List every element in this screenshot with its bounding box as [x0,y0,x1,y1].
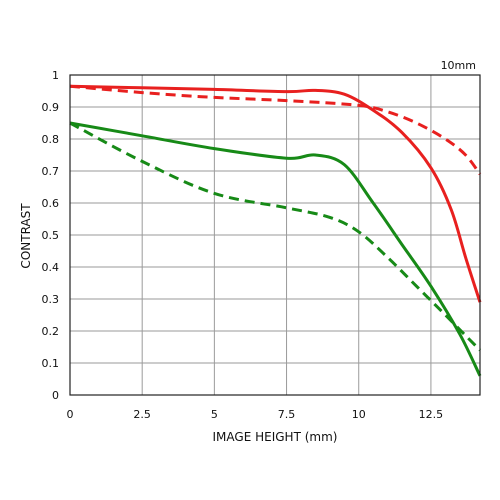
y-tick-label: 0.1 [42,357,60,370]
x-tick-labels: 0 2.5 5 7.5 10 12.5 [67,408,444,421]
y-tick-label: 0.9 [42,101,60,114]
x-tick-label: 5 [211,408,218,421]
y-tick-label: 0.7 [42,165,60,178]
series-line-red-dashed [69,84,482,176]
x-tick-label: 2.5 [133,408,151,421]
y-tick-label: 1 [52,69,59,82]
x-tick-label: 7.5 [278,408,296,421]
grid-lines [69,74,480,396]
y-tick-label: 0.4 [42,261,60,274]
series-lines [69,84,482,377]
series-line-green-solid [69,121,482,377]
y-tick-label: 0.5 [42,229,60,242]
y-tick-label: 0.8 [42,133,60,146]
y-axis-title: CONTRAST [19,203,33,269]
x-axis-title: IMAGE HEIGHT (mm) [213,430,338,444]
x-tick-label: 0 [67,408,74,421]
y-tick-label: 0.6 [42,197,60,210]
x-tick-label: 10 [352,408,366,421]
plot-frame [69,74,481,396]
y-tick-label: 0.3 [42,293,60,306]
y-tick-labels: 0 0.1 0.2 0.3 0.4 0.5 0.6 0.7 0.8 0.9 1 [42,69,60,402]
y-tick-label: 0.2 [42,325,60,338]
y-tick-label: 0 [52,389,59,402]
chart-title: 10mm [441,59,476,72]
series-line-red-solid [69,84,482,303]
x-tick-label: 12.5 [419,408,444,421]
series-line-green-dashed [69,121,482,352]
